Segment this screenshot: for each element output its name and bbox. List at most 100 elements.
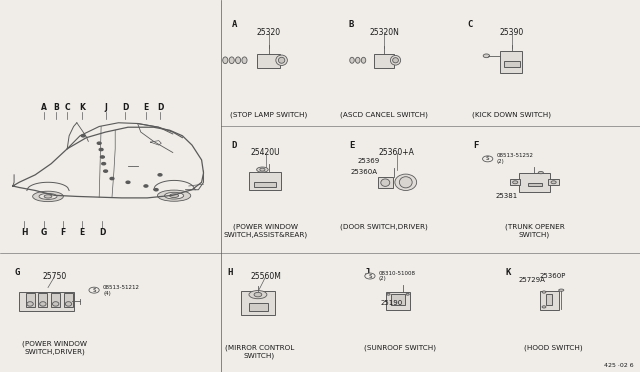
Bar	[546, 294, 552, 305]
Ellipse shape	[40, 302, 46, 306]
Text: 25381: 25381	[496, 193, 518, 199]
Bar	[19, 292, 74, 311]
Text: E: E	[79, 228, 84, 237]
Text: C: C	[467, 20, 472, 29]
Text: A: A	[232, 20, 237, 29]
Ellipse shape	[381, 179, 390, 186]
Ellipse shape	[542, 306, 546, 308]
Text: G: G	[14, 268, 19, 277]
Bar	[500, 51, 522, 73]
Text: S: S	[486, 156, 490, 161]
Bar	[528, 183, 542, 186]
Text: 25360A: 25360A	[350, 169, 377, 175]
Text: E: E	[143, 103, 148, 112]
Text: (MIRROR CONTROL
SWITCH): (MIRROR CONTROL SWITCH)	[225, 344, 294, 359]
Bar	[257, 54, 280, 68]
Text: 25190: 25190	[381, 300, 403, 306]
Ellipse shape	[223, 57, 228, 64]
Bar	[391, 294, 405, 305]
Text: J: J	[365, 268, 370, 277]
Ellipse shape	[65, 302, 72, 306]
Ellipse shape	[249, 291, 267, 299]
Ellipse shape	[399, 177, 412, 188]
Ellipse shape	[349, 57, 355, 63]
Circle shape	[365, 273, 375, 279]
Text: B: B	[349, 20, 354, 29]
Bar	[540, 291, 559, 310]
Ellipse shape	[387, 293, 390, 295]
Bar	[519, 173, 550, 192]
Ellipse shape	[276, 55, 287, 65]
Ellipse shape	[236, 57, 241, 64]
Bar	[378, 177, 393, 188]
Ellipse shape	[27, 302, 33, 306]
Circle shape	[102, 163, 106, 165]
Text: 425 ·02 6: 425 ·02 6	[604, 363, 634, 368]
Circle shape	[126, 181, 130, 183]
Text: D: D	[232, 141, 237, 150]
Bar	[249, 172, 281, 190]
Text: A: A	[40, 103, 47, 112]
Text: F: F	[60, 228, 65, 237]
Bar	[26, 293, 35, 307]
Text: (ASCD CANCEL SWITCH): (ASCD CANCEL SWITCH)	[340, 112, 428, 118]
Bar	[38, 293, 47, 307]
Text: (KICK DOWN SWITCH): (KICK DOWN SWITCH)	[472, 112, 552, 118]
Ellipse shape	[551, 181, 556, 184]
Text: C: C	[65, 103, 70, 112]
Text: 25390: 25390	[500, 28, 524, 37]
Text: K: K	[79, 103, 85, 112]
Circle shape	[110, 177, 114, 180]
Text: G: G	[40, 228, 47, 237]
Bar	[386, 292, 410, 310]
Ellipse shape	[559, 289, 564, 291]
Text: 25320N: 25320N	[369, 28, 399, 37]
Text: 25750: 25750	[42, 272, 67, 281]
Text: 08513-51212
(4): 08513-51212 (4)	[103, 285, 140, 296]
Ellipse shape	[39, 193, 57, 199]
Circle shape	[144, 185, 148, 187]
Text: K: K	[506, 268, 511, 277]
Bar	[548, 179, 559, 185]
Circle shape	[104, 170, 108, 172]
Text: (POWER WINDOW
SWITCH,ASSIST&REAR): (POWER WINDOW SWITCH,ASSIST&REAR)	[223, 223, 308, 238]
Ellipse shape	[164, 192, 184, 199]
Text: (SUNROOF SWITCH): (SUNROOF SWITCH)	[364, 344, 436, 350]
Text: S: S	[92, 288, 96, 293]
Circle shape	[154, 189, 158, 191]
Bar	[254, 182, 276, 187]
Text: (STOP LAMP SWITCH): (STOP LAMP SWITCH)	[230, 112, 307, 118]
Ellipse shape	[406, 293, 410, 295]
Ellipse shape	[361, 57, 366, 63]
Ellipse shape	[52, 302, 59, 306]
Text: 25729A: 25729A	[518, 277, 545, 283]
Ellipse shape	[33, 191, 63, 202]
Bar	[374, 54, 394, 68]
Ellipse shape	[260, 168, 265, 171]
Circle shape	[158, 174, 162, 176]
Bar	[510, 179, 520, 185]
Ellipse shape	[393, 58, 398, 63]
Ellipse shape	[157, 190, 191, 201]
Text: B: B	[54, 103, 59, 112]
Ellipse shape	[229, 57, 234, 64]
Text: D: D	[157, 103, 163, 112]
Text: 25320: 25320	[257, 28, 281, 37]
Ellipse shape	[257, 167, 268, 172]
Text: 25420U: 25420U	[251, 148, 280, 157]
Ellipse shape	[254, 292, 262, 297]
Text: (TRUNK OPENER
SWITCH): (TRUNK OPENER SWITCH)	[504, 223, 564, 238]
Ellipse shape	[542, 291, 546, 293]
Circle shape	[81, 135, 85, 137]
Text: (HOOD SWITCH): (HOOD SWITCH)	[524, 344, 583, 350]
Ellipse shape	[278, 57, 285, 63]
Text: 08310-51008
(2): 08310-51008 (2)	[379, 270, 416, 282]
Bar	[64, 293, 73, 307]
Text: (POWER WINDOW
SWITCH,DRIVER): (POWER WINDOW SWITCH,DRIVER)	[22, 340, 87, 355]
Text: F: F	[474, 141, 479, 150]
Text: J: J	[104, 103, 107, 112]
Text: H: H	[227, 268, 232, 277]
Text: 25560M: 25560M	[250, 272, 281, 281]
Ellipse shape	[513, 181, 518, 184]
Text: 25369: 25369	[357, 158, 380, 164]
